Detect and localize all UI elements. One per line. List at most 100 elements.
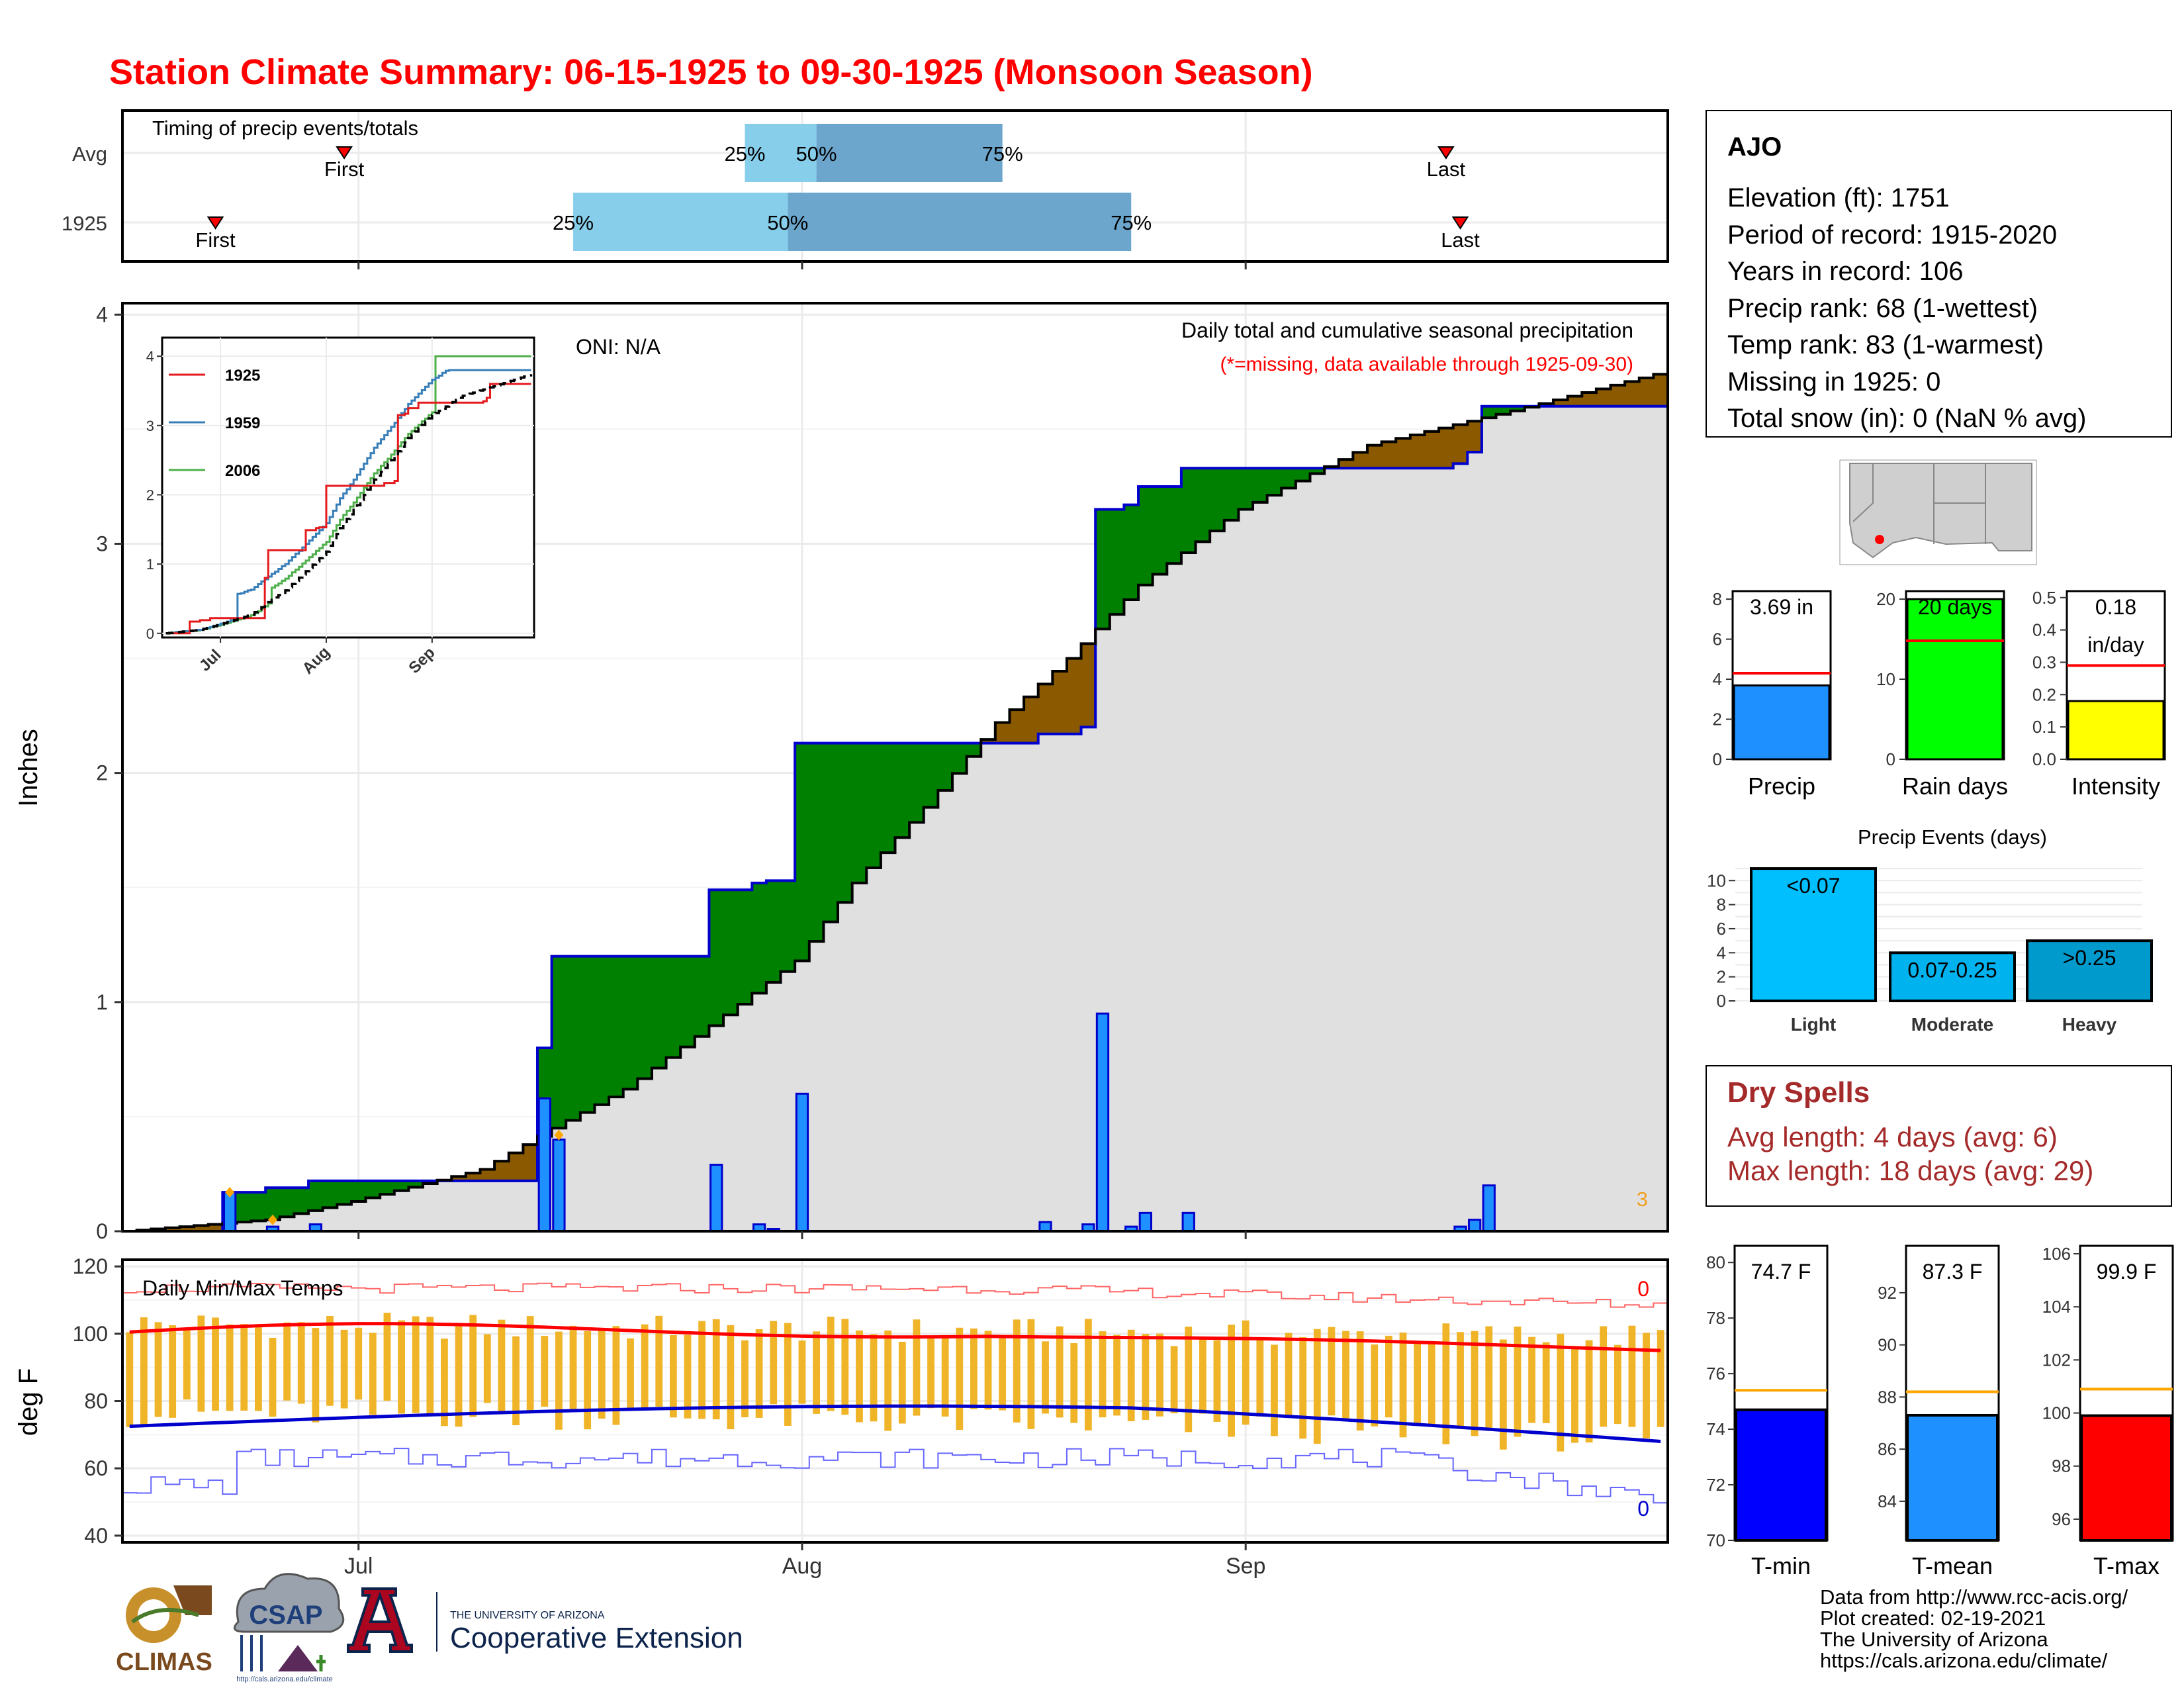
precip-y-tick-label: 0: [96, 1219, 108, 1243]
mini-bar-tick: 6: [1713, 630, 1722, 649]
daily-temp-bar: [1313, 1329, 1321, 1444]
daily-temp-bar: [813, 1331, 820, 1414]
daily-temp-bar: [755, 1329, 763, 1418]
precip-corner-count: 3: [1637, 1188, 1648, 1211]
events-y-tick: 0: [1717, 991, 1726, 1011]
footer-university: The University of Arizona: [1820, 1628, 2048, 1651]
mini-bar-value-label: 0.18: [2095, 595, 2136, 619]
daily-temp-bar: [1242, 1320, 1250, 1425]
daily-temp-bar: [1285, 1333, 1293, 1418]
average-min-line: [129, 1404, 1661, 1443]
events-y-tick: 8: [1717, 895, 1726, 915]
temp-bar-tick: 88: [1878, 1387, 1897, 1407]
timing-avg-50-label: 50%: [796, 142, 837, 165]
daily-temp-bar: [727, 1325, 735, 1430]
daily-temp-bar: [956, 1327, 964, 1430]
daily-temp-bar: [898, 1341, 906, 1424]
daily-precip-bar: [537, 1097, 551, 1233]
station-years: Years in record: 106: [1727, 257, 1964, 286]
daily-temp-bar: [827, 1317, 835, 1411]
inset-y-tick-label: 4: [146, 348, 154, 365]
daily-temp-bar: [1657, 1330, 1664, 1427]
temp-bar-tick: 86: [1878, 1439, 1897, 1459]
daily-temp-bar: [598, 1330, 606, 1419]
events-y-tick: 6: [1717, 919, 1726, 939]
daily-temp-bar: [927, 1336, 934, 1409]
oni-label: ONI: N/A: [576, 335, 661, 359]
daily-temp-range-bars: [126, 1313, 1664, 1452]
temp-bar-tick: 84: [1878, 1491, 1897, 1511]
footer-data-source: Data from http://www.rcc-acis.org/: [1820, 1585, 2128, 1609]
daily-precip-bar: [1038, 1221, 1052, 1233]
timing-avg-first-label: First: [324, 158, 365, 181]
precip-y-axis-label: Inches: [14, 729, 43, 807]
daily-temp-bar: [712, 1319, 720, 1420]
timing-panel-label: Timing of precip events/totals: [152, 117, 418, 140]
event-category-label: Moderate: [1911, 1014, 1993, 1035]
daily-temp-bar: [1185, 1327, 1193, 1432]
mini-bar-tick: 0.0: [2032, 749, 2056, 769]
timing-avg-last-marker: [1437, 146, 1455, 160]
ua-extension-text: Cooperative Extension: [450, 1622, 743, 1654]
temp-x-tick-label: Aug: [782, 1554, 823, 1579]
daily-precip-bar: [552, 1139, 566, 1233]
event-bar-moderate: [1889, 951, 2016, 1002]
daily-temp-bar: [1614, 1344, 1621, 1425]
temp-bar-label: T-mean: [1912, 1552, 1993, 1579]
timing-row-label-avg: Avg: [72, 142, 107, 165]
daily-temp-bar: [941, 1335, 949, 1417]
footer-url: https://cals.arizona.edu/climate/: [1820, 1649, 2108, 1672]
temp-bar-label: T-min: [1751, 1552, 1811, 1579]
daily-temp-bar: [283, 1322, 291, 1401]
mini-bar-tick: 8: [1713, 589, 1722, 609]
timing-year-box-25-50: [573, 193, 788, 251]
daily-temp-bar: [541, 1336, 549, 1407]
daily-temp-bar: [1228, 1325, 1235, 1437]
page-title: Station Climate Summary: 06-15-1925 to 0…: [109, 52, 1313, 92]
event-bar-label: <0.07: [1787, 874, 1841, 898]
inset-legend-label: 1925: [225, 367, 260, 385]
daily-temp-bar: [383, 1313, 391, 1401]
average-cumulative-area: [122, 374, 1668, 1231]
average-cumulative-line: [122, 373, 1668, 1233]
daily-temp-bar: [770, 1321, 778, 1405]
daily-temp-bar: [1056, 1326, 1064, 1418]
temp-bar-tick: 102: [2042, 1350, 2071, 1370]
mini-bar-tick: 2: [1713, 710, 1722, 729]
event-bar-light: [1750, 867, 1877, 1002]
daily-temp-bar: [1342, 1331, 1349, 1422]
temp-bar-value: [1735, 1408, 1827, 1542]
mini-bar-unit-label: in/day: [2087, 633, 2144, 657]
timing-year-box-50-75: [788, 193, 1132, 251]
temp-x-ticks: Jul Aug Sep: [344, 1542, 1265, 1579]
daily-temp-bar: [655, 1315, 663, 1407]
daily-temp-bar: [369, 1333, 377, 1415]
temp-bar-tick: 80: [1706, 1252, 1725, 1272]
event-bar-label: >0.25: [2063, 946, 2116, 970]
temp-bar-tick: 90: [1878, 1335, 1897, 1355]
daily-precip-bar: [223, 1191, 237, 1233]
daily-precip-bar: [1181, 1211, 1195, 1233]
daily-temp-bar: [1084, 1319, 1092, 1430]
daily-temp-bar: [512, 1336, 520, 1426]
daily-temp-bar: [1385, 1335, 1392, 1418]
precip-summary-bars: 3.69 in 0 2 4 6 8 Precip 20 days 0 10 20 Rain days 0…: [1713, 588, 2166, 800]
daily-temp-bar: [197, 1315, 205, 1412]
inset-y-tick-label: 3: [146, 418, 154, 434]
mini-bar-tick: 4: [1713, 669, 1722, 689]
mini-bar-tick: 0.5: [2032, 588, 2056, 608]
mini-bar-tick: 0: [1886, 749, 1895, 769]
timing-year-75-label: 75%: [1111, 211, 1152, 234]
precip-y-tick-label: 4: [96, 303, 108, 326]
precip-panel: 0 1 2 3 4 ONI: N/A Daily total and cumulativ…: [14, 302, 1669, 1243]
daily-temp-bar: [1127, 1329, 1135, 1422]
cumulative-precip-line: [122, 404, 1668, 1233]
temp-panel: Daily Min/Max Temps 0 0 40 60 80 100 120 Jul…: [14, 1254, 1669, 1579]
inset-average-line: [165, 374, 533, 635]
record-min-line: [122, 1448, 1668, 1504]
daily-temp-bar: [612, 1326, 620, 1425]
temp-bar-tick: 98: [2052, 1456, 2071, 1476]
daily-temp-bar: [254, 1324, 262, 1411]
daily-temp-bar: [1457, 1332, 1464, 1429]
precip-diamond: [554, 1129, 564, 1141]
